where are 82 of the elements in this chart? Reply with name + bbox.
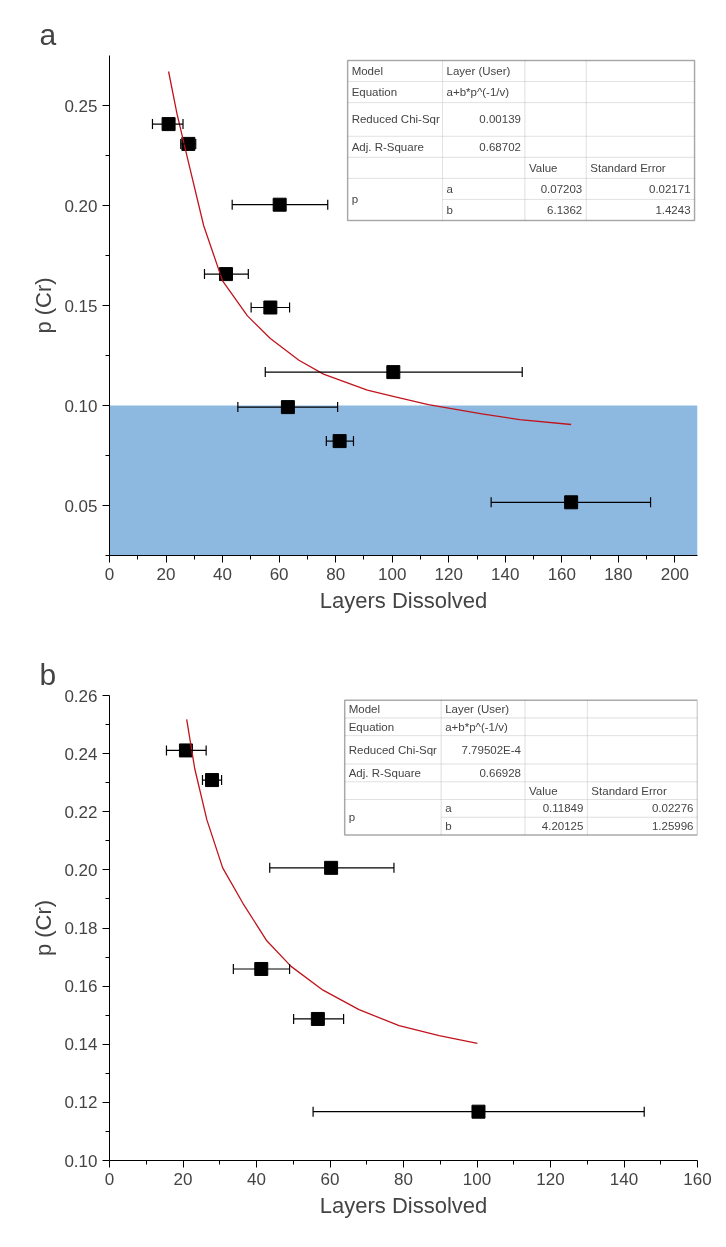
x-tick-label: 80 [394, 1169, 413, 1189]
annotation: 0.11849 [542, 802, 584, 815]
y-tick-label: 0.18 [64, 919, 98, 938]
annotation: Layer (User) [446, 65, 511, 78]
x-tick-label: 100 [462, 1169, 492, 1189]
x-tick-label: 200 [660, 564, 690, 584]
annotation: Equation [351, 86, 398, 99]
annotation: a+b*p^(-1/v) [446, 86, 510, 99]
point [272, 197, 287, 212]
y-tick-label: 0.26 [64, 686, 98, 706]
annotation: Standard Error [591, 784, 667, 797]
y-tick-label: 0.20 [64, 196, 98, 216]
annotation: 0.02171 [648, 182, 691, 195]
y-tick-label: 0.20 [64, 860, 98, 880]
chart-title: a [39, 17, 57, 51]
annotation: 7.79502E-4 [461, 743, 522, 756]
annotation: Model [348, 703, 381, 716]
annotation: p [351, 193, 359, 206]
x-tick-label: 180 [604, 564, 633, 584]
annotation: 1.4243 [655, 203, 691, 216]
annotation: a [446, 182, 454, 195]
x-tick-label: 0 [104, 564, 115, 584]
x-axis-title: Layers Dissolved [319, 1192, 488, 1218]
x-tick-label: 140 [491, 564, 520, 584]
x-tick-label: 120 [536, 1169, 565, 1189]
x-tick-label: 40 [247, 1169, 266, 1189]
x-tick-label: 40 [213, 564, 233, 584]
x-tick-label: 60 [269, 564, 289, 584]
point [263, 300, 278, 315]
annotation: Adj. R-Square [351, 140, 424, 153]
annotation: Model [351, 65, 383, 78]
x-tick-label: 60 [320, 1169, 340, 1189]
annotation: b [445, 820, 452, 833]
y-tick-label: 0.10 [64, 396, 98, 416]
annotation: 6.1362 [547, 203, 583, 216]
x-tick-label: 140 [609, 1169, 639, 1189]
y-axis-title: p (Cr) [31, 899, 57, 957]
chart-title: b [39, 657, 57, 691]
y-tick-label: 0.16 [64, 977, 98, 997]
annotation: 0.00139 [479, 113, 521, 126]
y-tick-label: 0.05 [64, 496, 98, 516]
annotation: 0.07203 [540, 182, 583, 195]
annotation: 0.66928 [479, 766, 522, 779]
annotation: 0.02276 [651, 802, 694, 815]
point [178, 743, 193, 758]
annotation: Adj. R-Square [348, 766, 421, 779]
y-tick-label: 0.22 [64, 802, 98, 822]
point [564, 495, 579, 510]
annotation: Equation [348, 720, 395, 733]
annotation: Reduced Chi-Sqr [348, 743, 438, 756]
x-tick-label: 80 [326, 564, 346, 584]
point [161, 117, 176, 132]
annotation: a [445, 802, 453, 815]
annotation: p [348, 811, 356, 824]
point [324, 860, 339, 875]
annotation: 1.25996 [651, 820, 694, 833]
x-axis-title: Layers Dissolved [319, 587, 488, 613]
annotation: a+b*p^(-1/v) [445, 720, 508, 733]
annotation: 0.68702 [479, 140, 521, 153]
annotation: Reduced Chi-Sqr [351, 113, 441, 126]
annotation: Standard Error [590, 161, 666, 174]
x-tick-label: 160 [683, 1169, 712, 1189]
annotation: 4.20125 [541, 820, 584, 833]
point [471, 1104, 486, 1119]
x-tick-label: 100 [378, 564, 407, 584]
y-tick-label: 0.10 [64, 1151, 98, 1171]
annotation: Value [528, 161, 558, 174]
x-tick-label: 20 [156, 564, 176, 584]
x-tick-label: 0 [104, 1169, 115, 1189]
y-axis-title: p (Cr) [31, 277, 57, 334]
y-tick-label: 0.25 [64, 96, 98, 116]
annotation: b [446, 203, 453, 216]
y-tick-label: 0.12 [64, 1093, 98, 1113]
annotation: Layer (User) [445, 703, 510, 716]
y-tick-label: 0.14 [64, 1035, 98, 1055]
x-tick-label: 160 [547, 564, 576, 584]
x-tick-label: 120 [434, 564, 463, 584]
x-tick-label: 20 [173, 1169, 193, 1189]
point [332, 434, 347, 449]
y-tick-label: 0.24 [64, 744, 98, 764]
annotation: Value [529, 784, 558, 797]
y-tick-label: 0.15 [64, 296, 98, 316]
